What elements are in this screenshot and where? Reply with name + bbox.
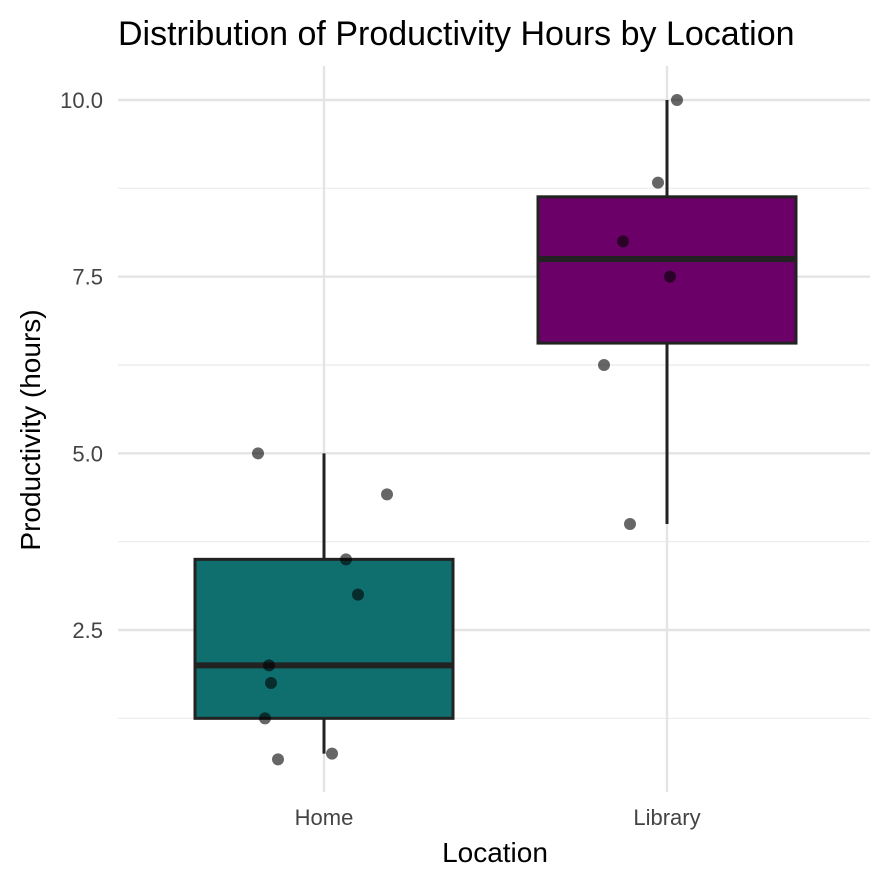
y-axis-title: Productivity (hours) [15,309,46,550]
data-point [352,588,364,601]
box-library [536,100,798,524]
data-point [263,659,275,672]
data-point [326,747,338,760]
data-point [664,270,676,283]
boxes [193,100,798,754]
data-point [265,677,277,689]
y-tick-label: 2.5 [72,618,103,643]
data-point [624,518,636,530]
y-axis-ticks: 2.5 5.0 7.5 10.0 [60,88,103,643]
box-iqr [193,557,455,720]
y-tick-label: 5.0 [72,441,103,466]
x-tick-label: Library [633,805,700,830]
data-point [381,488,393,501]
chart-title: Distribution of Productivity Hours by Lo… [118,15,795,53]
data-point [272,753,284,766]
box-iqr [536,195,798,345]
data-point [652,176,664,189]
box-home [193,453,455,754]
y-tick-label: 7.5 [72,265,103,290]
x-tick-label: Home [295,805,354,830]
data-point [617,235,629,248]
points [252,94,683,766]
x-axis-title: Location [442,837,548,868]
data-point [252,447,264,460]
data-point [340,553,352,566]
y-tick-label: 10.0 [60,88,103,113]
data-point [259,712,271,725]
data-point [671,94,683,106]
x-axis-ticks: Home Library [295,805,701,830]
data-point [598,359,610,371]
